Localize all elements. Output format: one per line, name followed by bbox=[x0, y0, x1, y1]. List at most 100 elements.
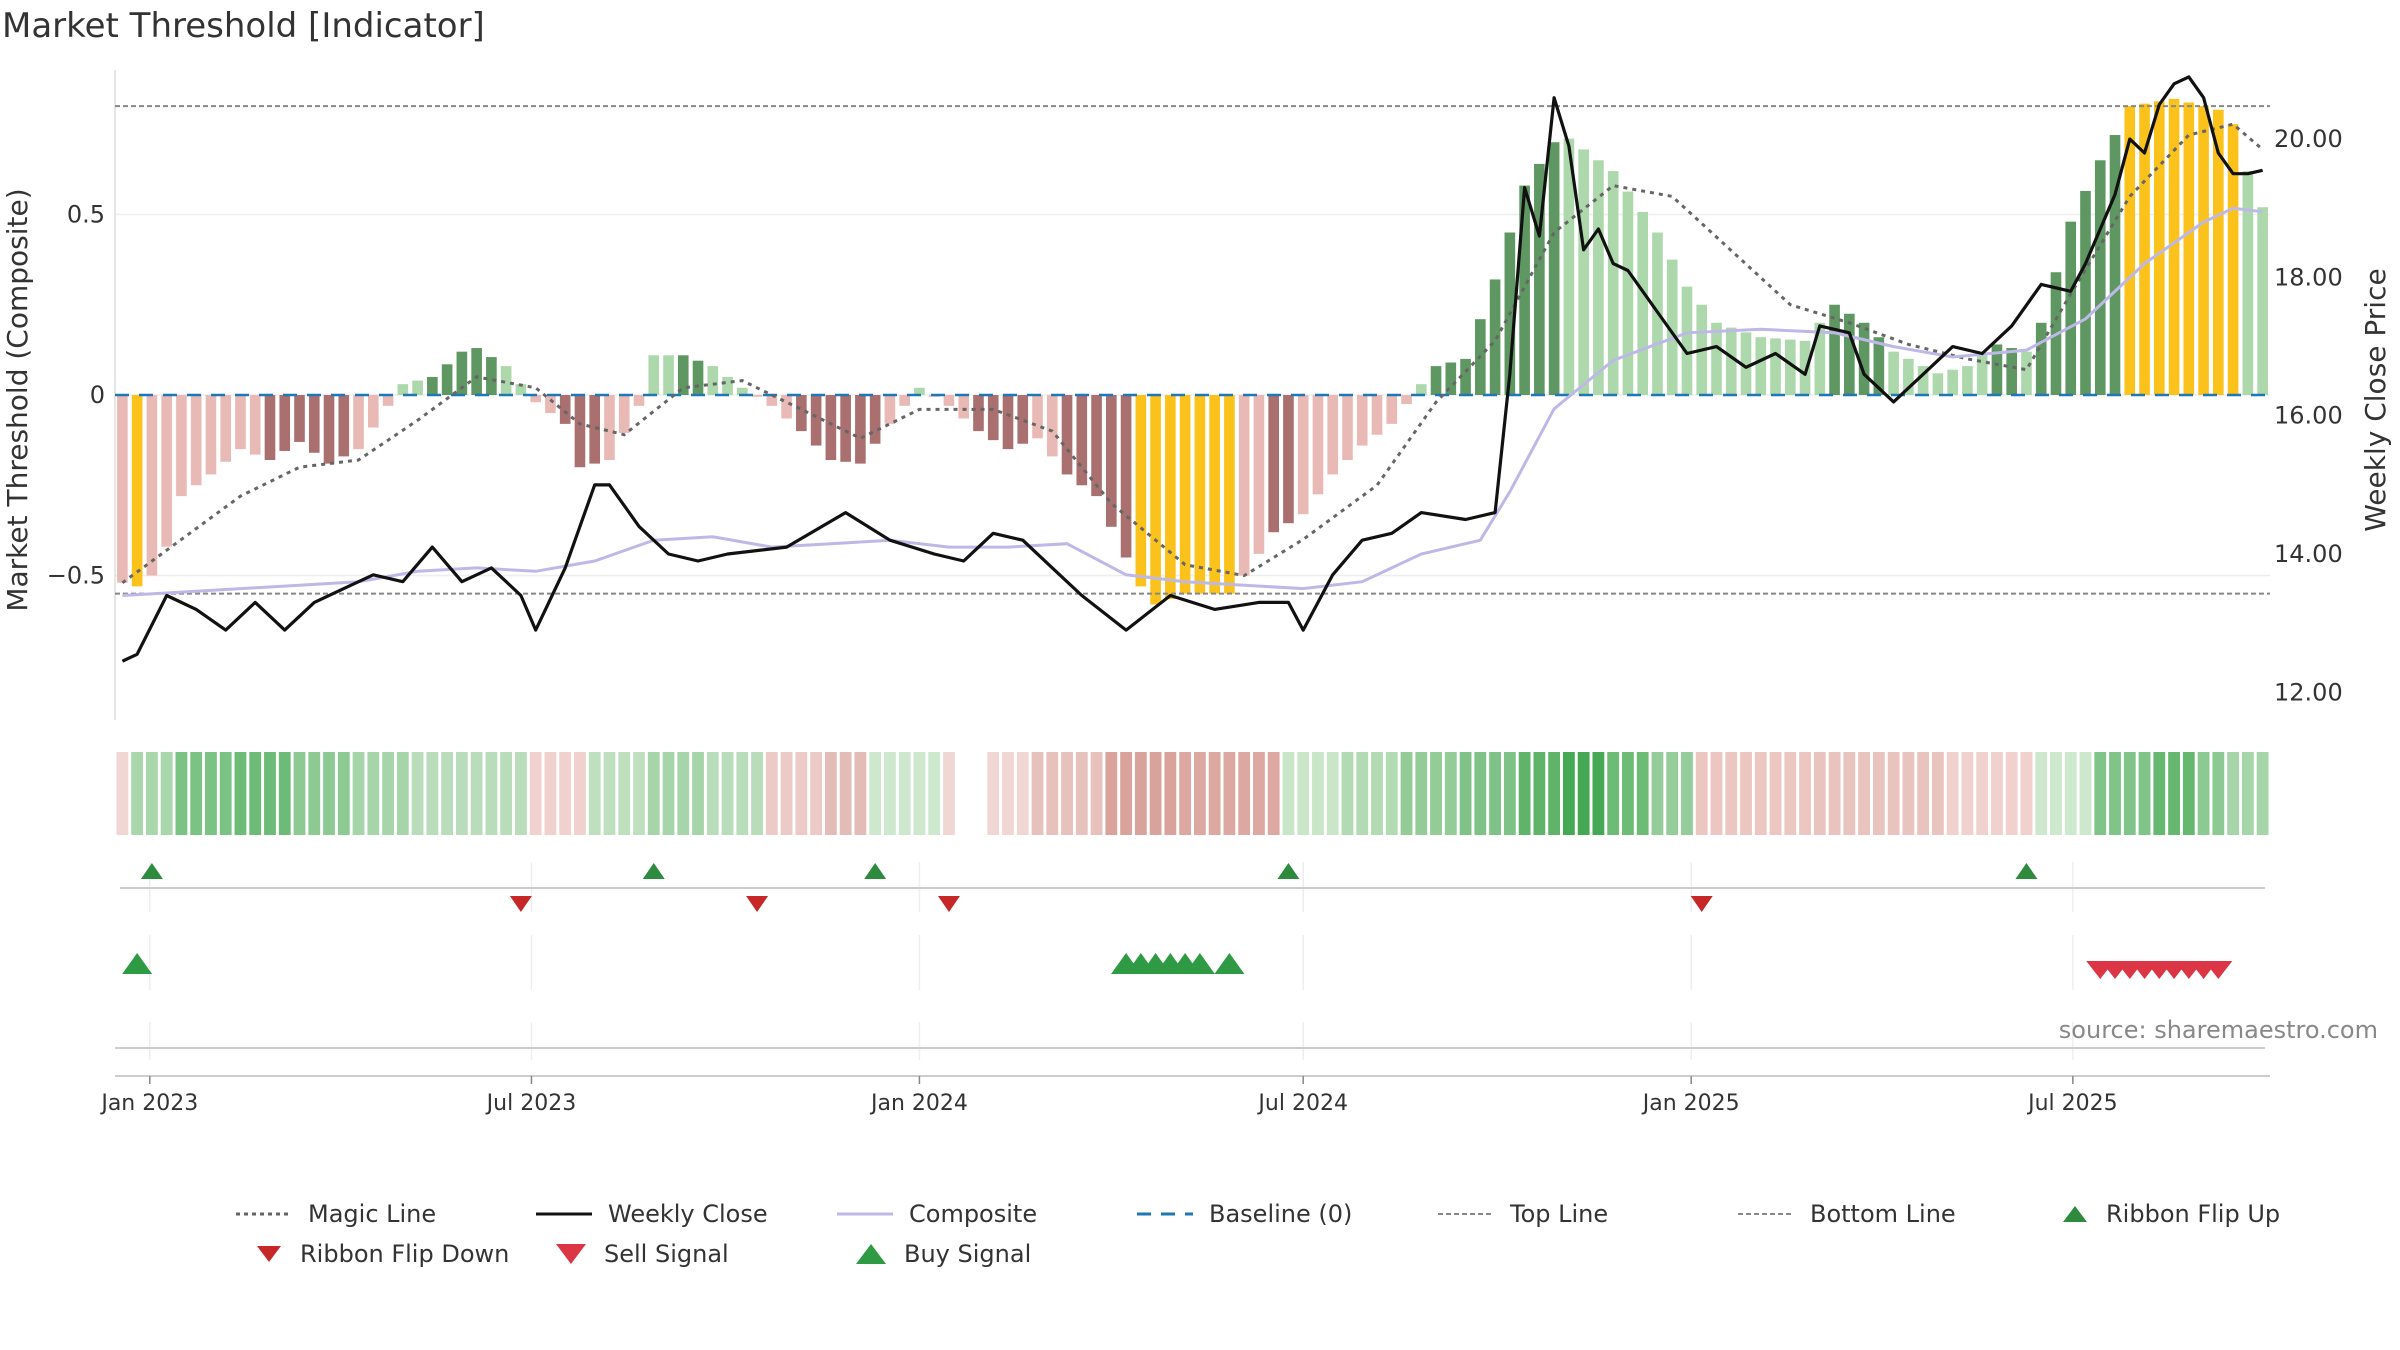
composite-bar bbox=[1106, 395, 1117, 527]
ribbon-cell bbox=[1149, 752, 1162, 835]
ribbon-cell bbox=[2168, 752, 2180, 835]
composite-bar bbox=[2153, 101, 2165, 395]
ribbon-flip-down-marker bbox=[1690, 896, 1713, 912]
composite-bar bbox=[2006, 348, 2018, 395]
ribbon-cell bbox=[2050, 752, 2062, 835]
ribbon-cell bbox=[2182, 752, 2195, 835]
ribbon-strip bbox=[116, 752, 2269, 835]
ribbon-cell bbox=[1341, 752, 1354, 835]
ribbon-cell bbox=[2227, 752, 2240, 835]
ribbon-cell bbox=[1208, 752, 1221, 835]
composite-bar bbox=[781, 395, 792, 419]
ribbon-cell bbox=[293, 752, 306, 835]
ribbon-cell bbox=[588, 752, 601, 835]
ribbon-cell bbox=[884, 752, 896, 835]
ribbon-cell bbox=[131, 752, 144, 835]
composite-bar bbox=[1784, 339, 1796, 395]
composite-bar bbox=[1046, 395, 1058, 457]
ribbon-flip-down-marker bbox=[746, 896, 769, 912]
composite-bar bbox=[1312, 395, 1324, 495]
composite-bar bbox=[1666, 259, 1678, 395]
legend-baseline-label: Baseline (0) bbox=[1209, 1200, 1353, 1228]
ribbon-cell bbox=[160, 752, 173, 835]
composite-bar bbox=[692, 360, 704, 395]
composite-bar bbox=[2183, 102, 2195, 395]
composite-bar bbox=[1002, 395, 1014, 450]
ribbon-cell bbox=[1164, 752, 1177, 835]
ribbon-cell bbox=[1312, 752, 1324, 835]
ribbon-cell bbox=[1002, 752, 1014, 835]
ribbon-cell bbox=[2153, 752, 2166, 835]
ribbon-cell bbox=[751, 752, 763, 835]
composite-bar bbox=[471, 348, 482, 395]
right-tick-label: 12.00 bbox=[2274, 678, 2343, 706]
composite-bar bbox=[353, 395, 364, 450]
ribbon-cell bbox=[1474, 752, 1487, 835]
legend-top-line-label: Top Line bbox=[1510, 1200, 1609, 1228]
ribbon-cell bbox=[1179, 752, 1192, 835]
composite-bar bbox=[1991, 344, 2003, 395]
ribbon-cell bbox=[928, 752, 941, 835]
ribbon-cell bbox=[1356, 752, 1369, 835]
composite-line bbox=[122, 206, 2263, 597]
ribbon-cell bbox=[943, 752, 955, 835]
ribbon-cell bbox=[1533, 752, 1546, 835]
ribbon-cell bbox=[1695, 752, 1708, 835]
composite-bar bbox=[1253, 395, 1265, 554]
ribbon-cell bbox=[1489, 752, 1501, 835]
composite-bar bbox=[2198, 106, 2209, 395]
composite-bar bbox=[1755, 337, 1767, 395]
composite-bar bbox=[515, 384, 527, 395]
x-tick-label: Jan 2023 bbox=[99, 1091, 198, 1116]
ribbon-cell bbox=[1887, 752, 1900, 835]
ribbon-cell bbox=[426, 752, 439, 835]
composite-bar bbox=[308, 395, 320, 453]
ribbon-cell bbox=[1400, 752, 1413, 835]
ribbon-cell bbox=[1991, 752, 2003, 835]
ribbon-cell bbox=[1961, 752, 1974, 835]
composite-bar bbox=[1386, 395, 1398, 424]
ribbon-cell bbox=[441, 752, 454, 835]
right-tick-label: 14.00 bbox=[2274, 540, 2343, 568]
composite-bar bbox=[294, 395, 305, 442]
composite-bar bbox=[1637, 212, 1649, 395]
legend-ribbon-flip-down: Ribbon Flip Down bbox=[254, 1240, 509, 1268]
ribbon-cell bbox=[1813, 752, 1826, 835]
ribbon-cell bbox=[411, 752, 424, 835]
legend-ribbon-flip-down-label: Ribbon Flip Down bbox=[300, 1240, 510, 1268]
ribbon-cell bbox=[1769, 752, 1782, 835]
composite-bar bbox=[1238, 395, 1250, 576]
composite-bar bbox=[2242, 171, 2254, 395]
ribbon-cell bbox=[1326, 752, 1339, 835]
ribbon-cell bbox=[219, 752, 232, 835]
ribbon-cell bbox=[500, 752, 513, 835]
ribbon-cell bbox=[2256, 752, 2269, 835]
ribbon-cell bbox=[1444, 752, 1457, 835]
ribbon-cell bbox=[618, 752, 631, 835]
composite-bar bbox=[1356, 395, 1368, 446]
composite-bar bbox=[1799, 340, 1811, 395]
ribbon-flip-up-marker bbox=[864, 863, 887, 879]
composite-bar bbox=[884, 395, 896, 424]
legend-buy-signal: Buy Signal bbox=[854, 1240, 1031, 1268]
buy-signal-marker bbox=[1184, 953, 1215, 974]
composite-bar bbox=[958, 395, 970, 419]
composite-bar bbox=[1032, 395, 1043, 439]
composite-bar bbox=[2065, 221, 2077, 395]
ribbon-cell bbox=[1858, 752, 1870, 835]
composite-bar bbox=[456, 351, 468, 395]
buy-signal-marker bbox=[122, 953, 153, 974]
ribbon-cell bbox=[337, 752, 350, 835]
x-tick-label: Jul 2023 bbox=[485, 1091, 577, 1116]
composite-bar bbox=[663, 355, 674, 395]
ribbon-cell bbox=[2241, 752, 2254, 835]
legend-composite: Composite bbox=[837, 1200, 1037, 1228]
ribbon-cell bbox=[352, 752, 365, 835]
composite-bar bbox=[2168, 98, 2180, 395]
composite-bar bbox=[2257, 207, 2268, 395]
composite-bar bbox=[648, 355, 660, 395]
ribbon-cell bbox=[249, 752, 262, 835]
ribbon-cell bbox=[2109, 752, 2121, 835]
ribbon-cell bbox=[647, 752, 660, 835]
chart-canvas: −0.5 0 0.5 12.00 14.00 16.00 18.00 20.00 Jan 20… bbox=[1, 70, 2392, 1116]
